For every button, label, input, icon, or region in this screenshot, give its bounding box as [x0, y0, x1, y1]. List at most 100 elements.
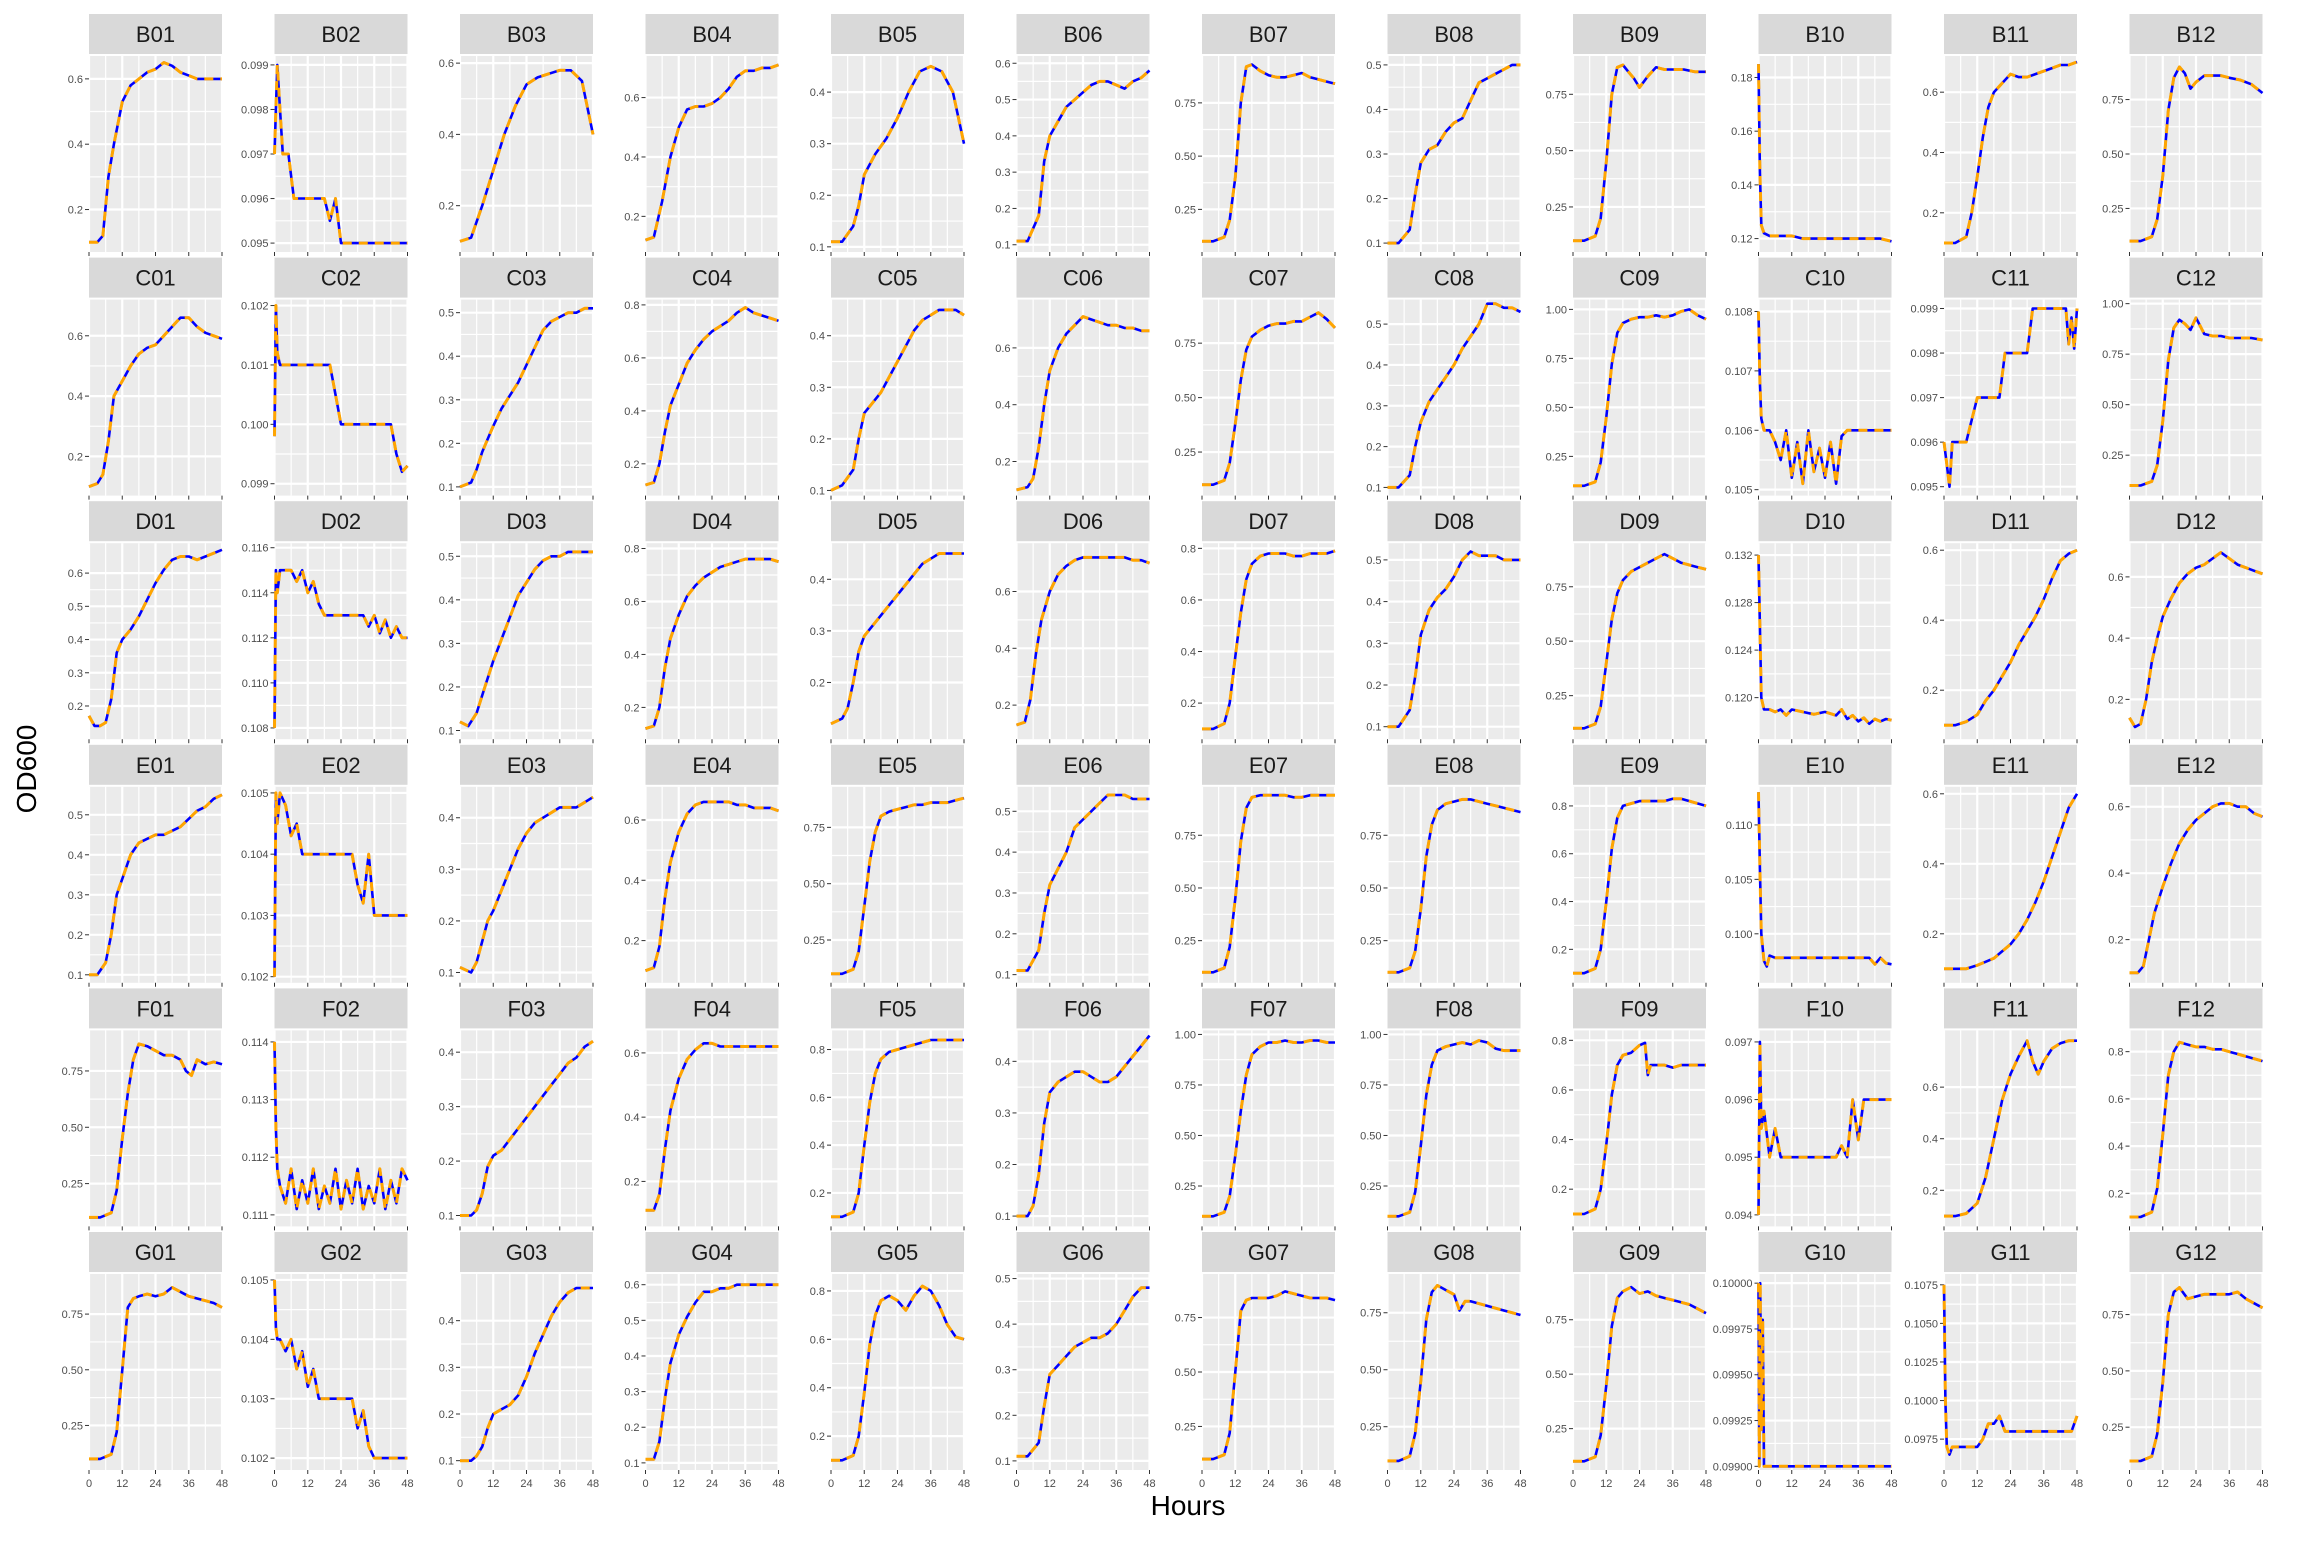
strip-bg [831, 988, 964, 1029]
y-tick-label: 0.4 [1923, 147, 1938, 159]
strip-bg [1944, 744, 2077, 785]
y-tick-label: 0.1 [624, 1458, 639, 1470]
series-line-dashed [2129, 316, 2263, 487]
y-tick-label: 0.4 [624, 649, 639, 661]
strip-bg [1202, 257, 1335, 298]
strip-label: B07 [1249, 22, 1288, 47]
panel-G10: G10 0.09900 0.09925 0.09950 0.09975 0.10000 0 1… [1713, 1232, 1898, 1490]
strip-bg [1202, 744, 1335, 785]
y-tick-label: 0.5 [995, 95, 1010, 107]
panel-G05: G05 0.2 0.4 0.6 0.8 0 12 24 36 48 [810, 1232, 970, 1490]
strip-label: E04 [692, 753, 731, 778]
y-tick-label: 0.099 [241, 479, 269, 491]
strip-label: D11 [1991, 509, 2030, 534]
strip-bg [1387, 14, 1521, 54]
x-tick-label: 0 [1755, 1478, 1761, 1490]
x-tick-label: 0 [1570, 1478, 1576, 1490]
y-tick-label: 0.112 [242, 633, 269, 645]
y-tick-label: 0.2 [995, 929, 1010, 941]
strip-bg [1202, 501, 1335, 542]
y-tick-label: 0.8 [624, 543, 639, 555]
y-tick-label: 0.112 [242, 1152, 269, 1164]
strip-label: C10 [1805, 266, 1845, 291]
x-tick-label: 48 [1329, 1478, 1341, 1490]
y-tick-label: 0.1 [995, 1211, 1010, 1223]
y-tick-label: 0.5 [68, 601, 83, 613]
series-line-dashed [89, 793, 223, 977]
strip-label: G09 [1619, 1240, 1661, 1265]
y-tick-label: 0.2 [2108, 694, 2123, 706]
strip-label: C06 [1063, 266, 1103, 291]
x-tick-label: 48 [772, 1478, 784, 1490]
panel-D01: D01 0.2 0.3 0.4 0.5 0.6 [68, 501, 224, 744]
series-line-dashed [1202, 793, 1335, 974]
x-tick-label: 48 [587, 1478, 599, 1490]
y-tick-label: 0.3 [995, 1108, 1010, 1120]
y-tick-label: 0.4 [68, 139, 83, 151]
strip-bg [274, 1232, 408, 1272]
panel-F01: F01 0.25 0.50 0.75 [62, 988, 224, 1231]
y-tick-label: 0.4 [624, 875, 639, 887]
panel-C10: C10 0.105 0.106 0.107 0.108 [1725, 257, 1893, 500]
series-line-dashed [459, 795, 594, 974]
y-tick-label: 0.5 [1366, 555, 1381, 567]
y-tick-label: 0.50 [1175, 1130, 1196, 1142]
y-tick-label: 0.75 [1546, 582, 1567, 594]
y-tick-label: 0.3 [995, 167, 1010, 179]
y-tick-label: 0.6 [1923, 87, 1938, 99]
series-line-dashed [1573, 552, 1707, 730]
strip-bg [1016, 501, 1150, 542]
y-tick-label: 0.094 [1725, 1210, 1753, 1222]
series-line-dashed [830, 552, 964, 726]
y-tick-label: 0.2 [810, 190, 825, 202]
y-tick-label: 0.103 [241, 1394, 269, 1406]
series-line-dashed [1573, 307, 1707, 488]
y-tick-label: 0.097 [1910, 393, 1938, 405]
strip-label: G12 [2175, 1240, 2217, 1265]
strip-bg [1573, 14, 1706, 54]
y-tick-label: 0.6 [68, 568, 83, 580]
strip-bg [1016, 988, 1150, 1029]
panel-C12: C12 0.25 0.50 0.75 1.00 [2102, 257, 2264, 500]
strip-bg [831, 257, 964, 298]
y-tick-label: 0.128 [1725, 598, 1753, 610]
strip-label: F08 [1435, 996, 1473, 1021]
strip-bg [1016, 257, 1150, 298]
y-tick-label: 0.4 [810, 574, 825, 586]
y-tick-label: 0.1 [439, 725, 454, 737]
x-tick-label: 12 [302, 1478, 314, 1490]
panel-B04: B04 0.2 0.4 0.6 [624, 14, 780, 256]
strip-label: F10 [1806, 996, 1844, 1021]
panel-D06: D06 0.2 0.4 0.6 [995, 501, 1151, 744]
x-tick-label: 36 [1296, 1478, 1308, 1490]
y-tick-label: 0.6 [810, 1334, 825, 1346]
strip-label: C09 [1619, 266, 1659, 291]
y-tick-label: 0.6 [1181, 595, 1196, 607]
y-tick-label: 0.50 [2102, 149, 2123, 161]
y-tick-label: 0.1 [995, 970, 1010, 982]
panel-B08: B08 0.1 0.2 0.3 0.4 0.5 [1366, 14, 1522, 256]
x-tick-label: 24 [1262, 1478, 1274, 1490]
y-tick-label: 0.102 [241, 301, 269, 313]
x-tick-label: 12 [116, 1478, 128, 1490]
strip-bg [1944, 257, 2077, 298]
series-line-dashed [1387, 63, 1521, 245]
y-tick-label: 0.2 [68, 205, 83, 217]
series-line-dashed [1387, 1283, 1521, 1463]
y-tick-label: 0.096 [1725, 1095, 1753, 1107]
panel-B05: B05 0.1 0.2 0.3 0.4 [810, 14, 966, 256]
strip-bg [1387, 744, 1521, 785]
series-line-dashed [89, 1042, 223, 1219]
series-line-dashed [87, 548, 223, 728]
strip-bg [1387, 501, 1521, 542]
strip-bg [460, 988, 593, 1029]
panel-D05: D05 0.2 0.3 0.4 [810, 501, 966, 744]
strip-label: B08 [1434, 22, 1473, 47]
x-tick-label: 24 [2190, 1478, 2202, 1490]
series-line-dashed [89, 61, 222, 244]
x-tick-label: 12 [487, 1478, 499, 1490]
y-tick-label: 0.103 [241, 910, 269, 922]
y-tick-label: 0.3 [624, 1387, 639, 1399]
series-line-dashed [459, 550, 593, 728]
strip-label: E02 [321, 753, 360, 778]
